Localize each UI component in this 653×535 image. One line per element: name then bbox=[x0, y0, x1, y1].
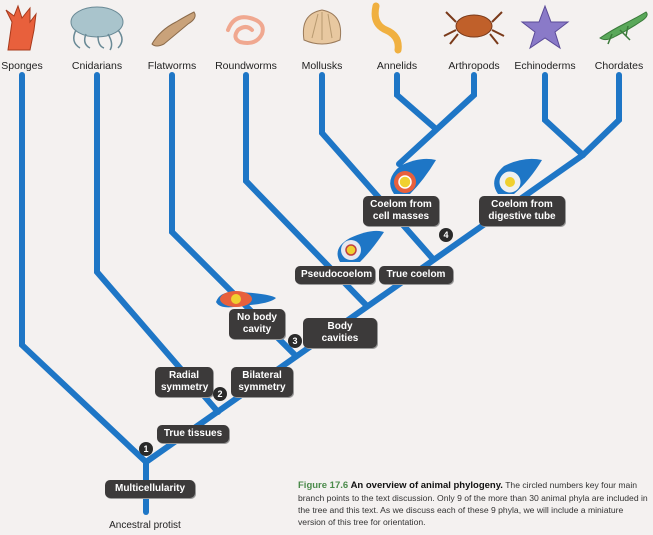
branch-point-badge: 2 bbox=[213, 387, 227, 401]
node-no-body-cavity: No body cavity bbox=[229, 309, 285, 339]
tree-branches bbox=[19, 72, 622, 515]
branch-chordates bbox=[580, 72, 622, 158]
phylum-label-annelids: Annelids bbox=[376, 60, 418, 72]
branch-point-badge: 4 bbox=[439, 228, 453, 242]
jellyfish-icon bbox=[70, 6, 124, 51]
coelom-cell-masses-icon bbox=[390, 158, 436, 194]
phylum-label-sponges: Sponges bbox=[1, 60, 43, 72]
roundworm-icon bbox=[226, 15, 265, 45]
figure-number: Figure 17.6 bbox=[298, 480, 349, 491]
phylum-label-roundworms: Roundworms bbox=[215, 60, 277, 72]
flatworm-icon bbox=[151, 11, 196, 47]
branch-point-badge: 3 bbox=[288, 334, 302, 348]
node-radial-symmetry: Radial symmetry bbox=[155, 367, 213, 397]
branch-echinoderms bbox=[542, 72, 586, 158]
branch-annelid-arthropod bbox=[396, 72, 477, 167]
node-coelom-cell-masses: Coelom from cell masses bbox=[363, 196, 439, 226]
phylum-label-flatworms: Flatworms bbox=[147, 60, 197, 72]
node-true-coelom: True coelom bbox=[379, 266, 453, 284]
coelom-digestive-icon bbox=[494, 158, 542, 194]
crab-icon bbox=[443, 11, 505, 45]
phylum-label-cnidarians: Cnidarians bbox=[71, 60, 123, 72]
sponge-icon bbox=[5, 4, 37, 51]
node-multicellularity: Multicellularity bbox=[105, 480, 195, 498]
root-label: Ancestral protist bbox=[109, 520, 181, 531]
clam-icon bbox=[302, 9, 342, 45]
branch-annelids bbox=[394, 72, 439, 132]
branch-sponges bbox=[19, 72, 149, 465]
node-bilateral-symmetry: Bilateral symmetry bbox=[231, 367, 293, 397]
phylum-label-echinoderms: Echinoderms bbox=[514, 60, 576, 72]
starfish-icon bbox=[520, 4, 570, 50]
annelid-icon bbox=[371, 2, 402, 54]
figure-title: An overview of animal phylogeny. bbox=[350, 480, 503, 491]
node-true-tissues: True tissues bbox=[157, 425, 229, 443]
pseudocoelom-icon bbox=[337, 230, 384, 262]
acoelomate-icon bbox=[216, 291, 276, 308]
phylum-label-arthropods: Arthropods bbox=[448, 60, 500, 72]
node-body-cavities: Body cavities bbox=[303, 318, 377, 348]
node-coelom-digestive: Coelom from digestive tube bbox=[479, 196, 565, 226]
figure-caption-text: The circled numbers key four main branch… bbox=[298, 480, 648, 527]
branch-roundworms bbox=[243, 72, 370, 309]
lizard-icon bbox=[599, 11, 648, 45]
phylum-label-mollusks: Mollusks bbox=[301, 60, 343, 72]
phylum-label-chordates: Chordates bbox=[594, 60, 644, 72]
node-pseudocoelom: Pseudocoelom bbox=[295, 266, 375, 284]
branch-point-badge: 1 bbox=[139, 442, 153, 456]
branch-cnidarians bbox=[94, 72, 221, 415]
figure-caption: Figure 17.6 An overview of animal phylog… bbox=[298, 479, 648, 528]
